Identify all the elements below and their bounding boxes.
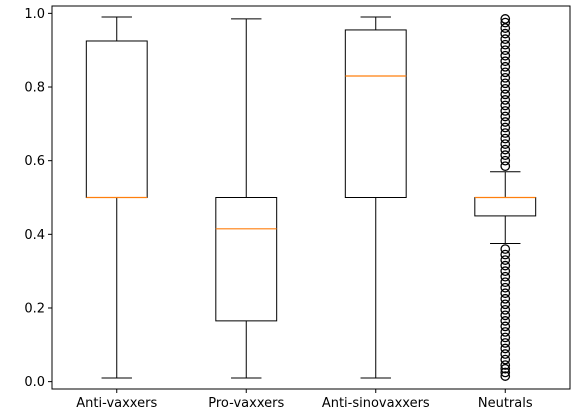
flier-point (500, 321, 511, 332)
box-group (85, 16, 148, 379)
y-tick-label: 0.4 (24, 228, 45, 243)
flier-point (500, 277, 511, 288)
flier-point (500, 363, 511, 374)
flier-point (500, 45, 511, 56)
flier-point (500, 271, 511, 282)
iqr-box (215, 197, 278, 322)
flier-point (500, 255, 511, 265)
flier-point (500, 78, 511, 89)
iqr-box (344, 29, 407, 198)
flier-point (500, 150, 511, 160)
flier-point (500, 260, 511, 271)
flier-point (500, 100, 511, 111)
flier-point (500, 360, 511, 370)
flier-point (500, 327, 511, 337)
y-tick-label: 0.8 (24, 81, 45, 96)
x-tick-label: Anti-sinovaxxers (322, 396, 430, 411)
flier-point (500, 288, 511, 299)
flier-point (500, 338, 511, 348)
flier-point (500, 128, 511, 138)
flier-point (500, 332, 511, 343)
x-tick-label: Anti-vaxxers (76, 396, 157, 411)
flier-point (500, 367, 511, 378)
x-tick-label: Pro-vaxxers (208, 396, 284, 411)
flier-point (500, 117, 511, 127)
flier-point (500, 293, 511, 304)
box-group (215, 18, 278, 379)
flier-point (500, 28, 511, 39)
flier-point (500, 56, 511, 67)
flier-point (500, 67, 511, 78)
flier-point (500, 50, 511, 61)
y-tick-label: 1.0 (24, 7, 45, 22)
x-axis: Anti-vaxxers Pro-vaxxers Anti-sinovaxxers N… (76, 389, 533, 411)
box-group (344, 16, 407, 379)
y-tick-label: 0.2 (24, 301, 45, 316)
boxes (85, 14, 537, 381)
flier-point (500, 310, 511, 321)
flier-point (500, 266, 511, 277)
flier-point (500, 84, 511, 94)
flier-point (500, 299, 511, 310)
flier-point (500, 349, 511, 359)
flier-point (500, 244, 511, 254)
flier-point (500, 39, 511, 50)
flier-point (500, 95, 511, 105)
flier-point (500, 343, 511, 354)
flier-point (500, 133, 511, 144)
flier-point (500, 144, 511, 155)
flier-point (500, 61, 511, 72)
flier-point (500, 72, 511, 83)
flier-point (500, 155, 511, 166)
flier-point (500, 139, 511, 149)
flier-point (500, 249, 511, 260)
flier-point (500, 17, 511, 28)
flier-point (500, 161, 511, 172)
flier-point (500, 89, 511, 100)
flier-point (500, 34, 511, 44)
flier-point (500, 14, 511, 24)
y-axis: 0.0 0.2 0.4 0.6 0.8 1.0 (24, 7, 52, 390)
flier-point (500, 23, 511, 33)
flier-point (500, 111, 511, 122)
flier-point (500, 122, 511, 133)
flier-point (500, 354, 511, 365)
flier-point (500, 371, 511, 381)
flier-point (500, 282, 511, 293)
flier-point (500, 106, 511, 116)
y-tick-label: 0.0 (24, 375, 45, 390)
box-group (474, 14, 537, 381)
flier-point (500, 316, 511, 326)
x-tick-label: Neutrals (478, 396, 533, 411)
y-tick-label: 0.6 (24, 154, 45, 169)
flier-point (500, 304, 511, 315)
